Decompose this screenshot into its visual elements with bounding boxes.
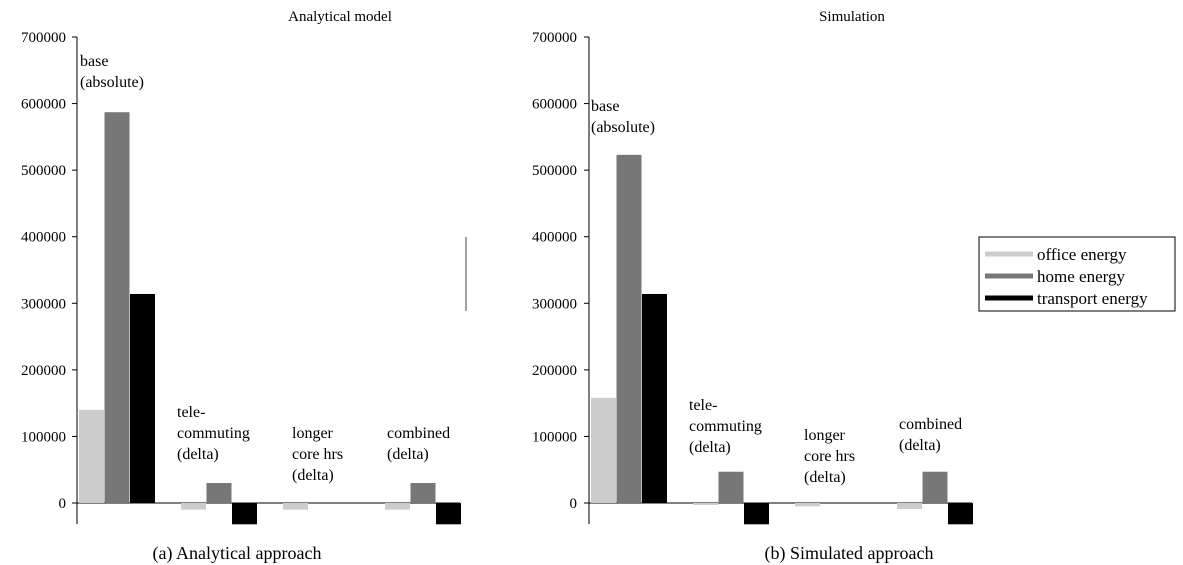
category-label-line: longer <box>804 427 846 444</box>
bar-transport-3 <box>948 503 973 525</box>
y-tick-label: 300000 <box>21 296 66 312</box>
chart-title: Simulation <box>819 9 885 25</box>
category-label: longer core hrs (delta) <box>804 427 855 486</box>
category-label: tele-commuting (delta) <box>177 404 250 463</box>
bar-office-1 <box>693 503 718 505</box>
bar-home-1 <box>718 471 744 503</box>
bar-office-3 <box>897 503 922 509</box>
bar-home-1 <box>206 483 232 503</box>
category-label: combined (delta) <box>899 416 962 454</box>
category-label: base (absolute) <box>80 53 144 91</box>
category-label: longer core hrs (delta) <box>292 425 343 484</box>
y-tick-label: 400000 <box>532 230 577 246</box>
y-tick-label: 400000 <box>21 230 66 246</box>
category-label-line: combined <box>387 425 450 442</box>
y-tick-label: 100000 <box>21 429 66 445</box>
category-label: base (absolute) <box>591 98 655 136</box>
bar-home-3 <box>410 483 436 503</box>
category-label-line: longer <box>292 425 334 442</box>
bar-transport-0 <box>642 293 667 503</box>
category-label-line: commuting <box>689 418 762 435</box>
y-tick-label: 500000 <box>21 163 66 179</box>
bar-home-3 <box>922 471 948 503</box>
legend-label-home: home energy <box>1037 267 1125 286</box>
chart-panel-simulation: Simulation 0 100000 200000 300000 400000 50000… <box>532 9 973 564</box>
y-tick-label: 600000 <box>21 97 66 113</box>
y-tick-label: 0 <box>59 496 67 512</box>
category-label-line: tele- <box>177 404 205 421</box>
category-label-line: (delta) <box>689 439 731 456</box>
category-label-line: base <box>591 98 619 115</box>
category-label-line: core hrs <box>292 446 343 463</box>
y-tick-label: 300000 <box>532 296 577 312</box>
bar-transport-1 <box>744 503 769 525</box>
category-label-line: base <box>80 53 108 70</box>
y-tick-label: 700000 <box>21 30 66 46</box>
chart-title: Analytical model <box>288 9 392 25</box>
y-tick-label: 200000 <box>532 363 577 379</box>
category-label-line: (absolute) <box>80 74 144 91</box>
y-tick-label: 500000 <box>532 163 577 179</box>
category-label-line: (delta) <box>804 469 846 486</box>
category-label: combined (delta) <box>387 425 450 463</box>
y-tick-label: 200000 <box>21 363 66 379</box>
legend-label-office: office energy <box>1037 245 1127 264</box>
y-tick-label: 700000 <box>532 30 577 46</box>
category-label-line: (delta) <box>177 446 219 463</box>
category-label-line: combined <box>899 416 962 433</box>
category-label-line: (delta) <box>899 437 941 454</box>
bar-office-0 <box>79 409 104 503</box>
bar-transport-0 <box>130 293 155 503</box>
category-label-line: (absolute) <box>591 119 655 136</box>
y-tick-label: 600000 <box>532 97 577 113</box>
category-label-line: commuting <box>177 425 250 442</box>
y-tick-label: 0 <box>570 496 578 512</box>
legend-label-transport: transport energy <box>1037 289 1148 308</box>
bar-office-1 <box>181 503 206 510</box>
bar-home-0 <box>616 154 642 503</box>
category-label-line: tele- <box>689 397 717 414</box>
y-tick-label: 100000 <box>532 429 577 445</box>
chart-panel-analytical: Analytical model 0 100000 200000 300000 40000… <box>21 9 461 564</box>
bar-transport-1 <box>232 503 257 525</box>
bar-office-2 <box>283 503 308 510</box>
category-label-line: (delta) <box>292 467 334 484</box>
category-label-line: core hrs <box>804 448 855 465</box>
bar-home-0 <box>104 112 130 504</box>
panel-caption: (a) Analytical approach <box>153 543 322 564</box>
category-label: tele-commuting (delta) <box>689 397 762 456</box>
bar-transport-3 <box>436 503 461 525</box>
legend: office energy home energy transport energy <box>978 236 1176 312</box>
bar-office-3 <box>385 503 410 510</box>
category-label-line: (delta) <box>387 446 429 463</box>
bar-office-2 <box>795 503 820 507</box>
bar-office-0 <box>591 397 616 503</box>
panel-caption: (b) Simulated approach <box>765 543 934 564</box>
